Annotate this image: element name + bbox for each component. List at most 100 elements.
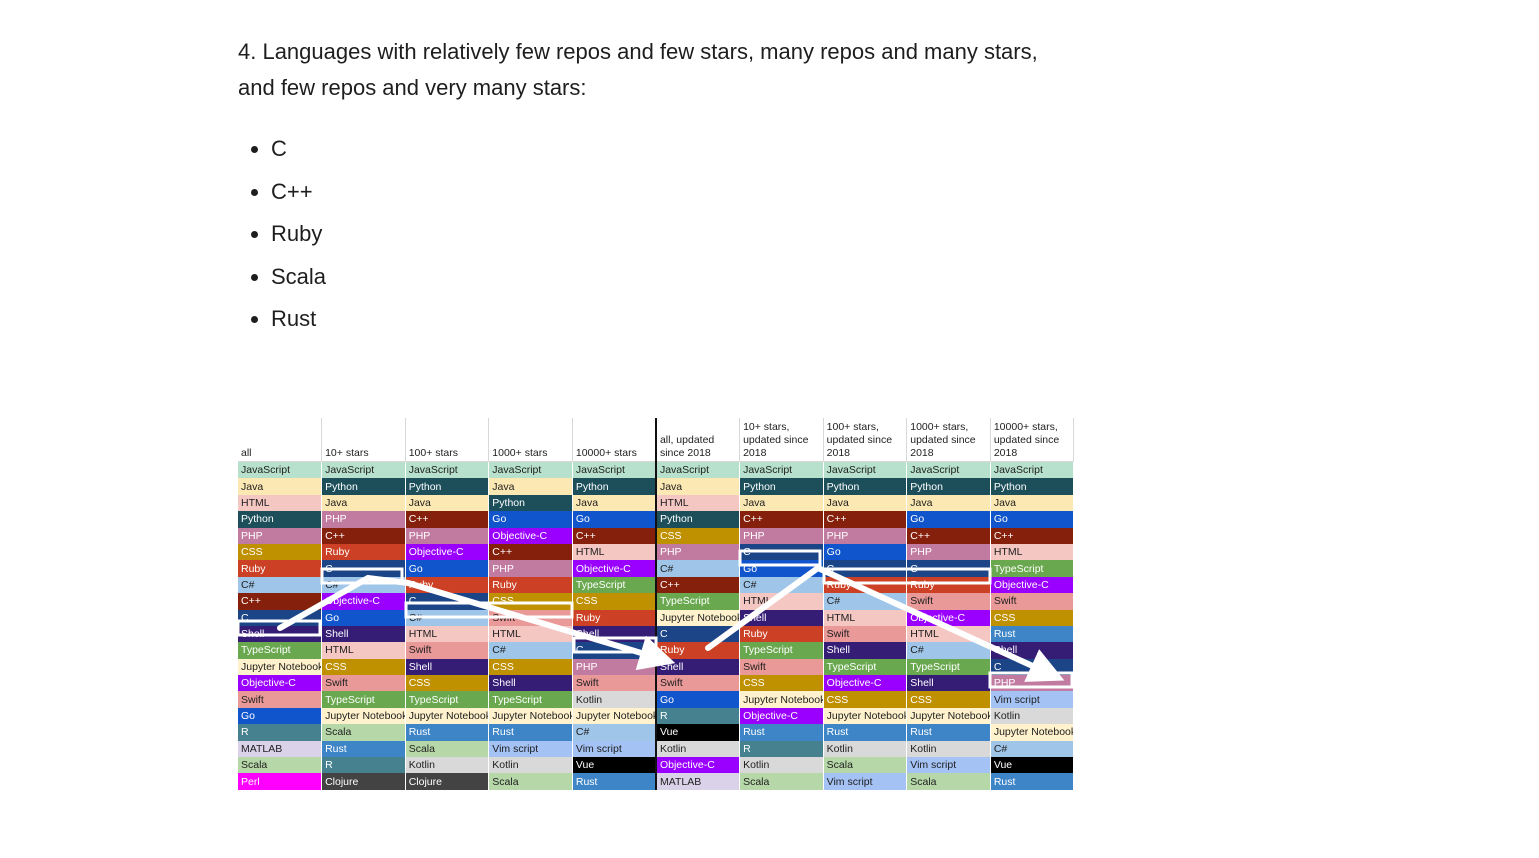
language-cell: Ruby	[238, 560, 323, 577]
language-cell: C#	[739, 576, 824, 594]
language-cell: Objective-C	[823, 675, 908, 692]
language-cell: Java	[238, 478, 323, 495]
language-cell: Shell	[405, 658, 490, 676]
language-cell: HTML	[654, 494, 741, 512]
language-cell: Rust	[823, 724, 908, 741]
language-cell: Objective-C	[990, 576, 1074, 594]
language-cell: TypeScript	[405, 691, 490, 708]
language-cell: C#	[654, 560, 741, 577]
column-header: all	[238, 418, 323, 462]
language-cell: Kotlin	[405, 757, 490, 774]
language-cell: TypeScript	[321, 691, 406, 708]
language-cell: Shell	[906, 675, 991, 692]
language-cell: Python	[405, 478, 490, 495]
language-cell: C++	[654, 576, 741, 594]
language-cell: Scala	[238, 757, 323, 774]
language-cell: JavaScript	[990, 461, 1074, 479]
language-cell: PHP	[654, 543, 741, 561]
language-cell: Swift	[823, 625, 908, 643]
language-cell: HTML	[739, 593, 824, 610]
language-cell: C++	[572, 527, 657, 544]
language-cell: Go	[823, 543, 908, 561]
language-cell: Shell	[739, 609, 824, 626]
language-cell: C	[823, 560, 908, 577]
column-header: 10000+ stars, updated since 2018	[990, 418, 1074, 462]
language-cell: HTML	[405, 625, 490, 643]
language-cell: Clojure	[405, 773, 490, 790]
language-cell: PHP	[823, 527, 908, 544]
language-cell: Go	[405, 560, 490, 577]
language-cell: Objective-C	[906, 609, 991, 626]
language-cell: JavaScript	[823, 461, 908, 479]
language-cell: C	[405, 593, 490, 610]
language-cell: Rust	[488, 724, 573, 741]
table-row: Ruby C Go PHP Objective-C C# Go C C TypeScript	[238, 560, 1074, 577]
language-cell: C	[572, 642, 657, 659]
language-cell: Kotlin	[990, 707, 1074, 725]
language-cell: Go	[990, 511, 1074, 528]
language-cell: C++	[238, 593, 323, 610]
language-cell: TypeScript	[739, 642, 824, 659]
language-cell: JavaScript	[321, 461, 406, 479]
language-cell: C#	[572, 724, 657, 741]
language-cell: C++	[990, 527, 1074, 544]
table-row: C++ Objective-C C CSS CSS TypeScript HTML C# Swi…	[238, 593, 1074, 610]
column-header: 100+ stars	[405, 418, 490, 462]
language-cell: HTML	[321, 642, 406, 659]
language-cell: Vim script	[572, 740, 657, 758]
language-cell: Objective-C	[488, 527, 573, 544]
language-cell: C++	[739, 511, 824, 528]
language-cell: Jupyter Notebook	[321, 707, 406, 725]
list-item: C++	[271, 171, 326, 214]
language-cell: MATLAB	[238, 740, 323, 758]
language-cell: CSS	[823, 691, 908, 708]
language-cell: JavaScript	[405, 461, 490, 479]
language-cell: CSS	[990, 609, 1074, 626]
language-cell: Java	[321, 494, 406, 512]
table-row: PHP C++ PHP Objective-C C++ CSS PHP PHP C++ C++	[238, 527, 1074, 544]
language-cell: Python	[990, 478, 1074, 495]
language-cell: HTML	[990, 543, 1074, 561]
language-cell: Swift	[906, 593, 991, 610]
language-cell: JavaScript	[906, 461, 991, 479]
language-cell: CSS	[488, 593, 573, 610]
language-cell: Java	[990, 494, 1074, 512]
language-cell: R	[739, 740, 824, 758]
language-cell: C	[238, 609, 323, 626]
language-cell: Jupyter Notebook	[238, 658, 323, 676]
language-cell: Go	[238, 707, 323, 725]
table-row: MATLAB Rust Scala Vim script Vim script Kotli…	[238, 740, 1074, 758]
language-cell: Shell	[654, 658, 741, 676]
table-row: Swift TypeScript TypeScript TypeScript Kotli…	[238, 691, 1074, 708]
language-cell: Ruby	[405, 576, 490, 594]
language-cell: Kotlin	[739, 757, 824, 774]
language-cell: Objective-C	[321, 593, 406, 610]
language-cell: Vue	[990, 757, 1074, 774]
language-cell: TypeScript	[906, 658, 991, 676]
language-cell: TypeScript	[488, 691, 573, 708]
language-cell: Ruby	[488, 576, 573, 594]
language-cell: Objective-C	[654, 757, 741, 774]
language-cell: TypeScript	[990, 560, 1074, 577]
language-cell: MATLAB	[654, 773, 741, 790]
column-header: 10+ stars	[321, 418, 406, 462]
language-cell: C++	[321, 527, 406, 544]
language-cell: Swift	[990, 593, 1074, 610]
language-cell: Swift	[572, 675, 657, 692]
language-cell: C++	[405, 511, 490, 528]
table-row: Perl Clojure Clojure Scala Rust MATLAB Scala Vi…	[238, 773, 1074, 790]
language-cell: Python	[739, 478, 824, 495]
language-cell: Shell	[321, 625, 406, 643]
language-cell: C++	[823, 511, 908, 528]
language-cell: JavaScript	[238, 461, 323, 479]
language-cell: Java	[823, 494, 908, 512]
language-cell: PHP	[488, 560, 573, 577]
language-cell: Objective-C	[572, 560, 657, 577]
list-item: C	[271, 128, 326, 171]
language-cell: PHP	[739, 527, 824, 544]
language-cell: Kotlin	[488, 757, 573, 774]
language-ranking-table: all 10+ stars 100+ stars 1000+ stars 10000+ …	[238, 418, 1074, 790]
language-cell: Swift	[654, 675, 741, 692]
language-cell: Go	[488, 511, 573, 528]
language-cell: Scala	[405, 740, 490, 758]
